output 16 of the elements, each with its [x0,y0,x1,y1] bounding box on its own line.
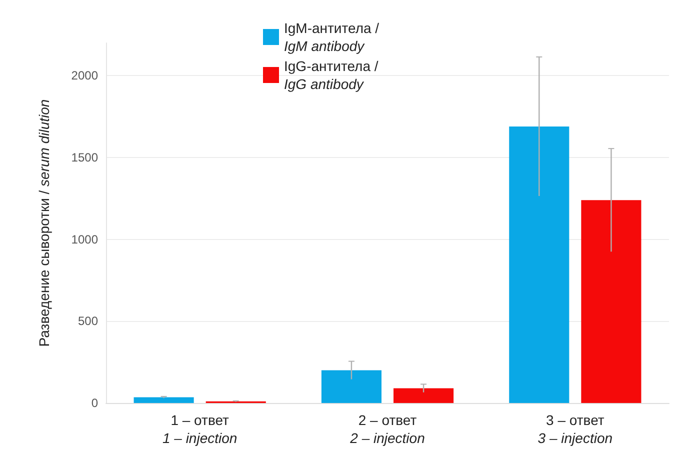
x-tick-label: 3 – ответ 3 – injection [538,412,613,446]
bar [321,370,382,403]
y-tick-label: 500 [78,314,98,328]
y-tick-label: 0 [91,396,98,410]
y-tick-label: 1000 [71,232,98,246]
y-tick-label: 1500 [71,150,98,165]
bar [134,397,194,403]
y-tick-label: 2000 [71,68,98,83]
bar [509,126,570,403]
legend-label: IgG-антитела / IgG antibody [284,58,378,92]
x-tick-label: 2 – ответ 2 – injection [349,412,426,446]
legend-label: IgM-антитела / IgM antibody [284,20,380,54]
bar [581,200,642,403]
y-axis-title: Разведение сыворотки / serum dilution [36,99,52,347]
x-tick-label: 1 – ответ 1 – injection [162,412,238,446]
bar [394,388,454,403]
